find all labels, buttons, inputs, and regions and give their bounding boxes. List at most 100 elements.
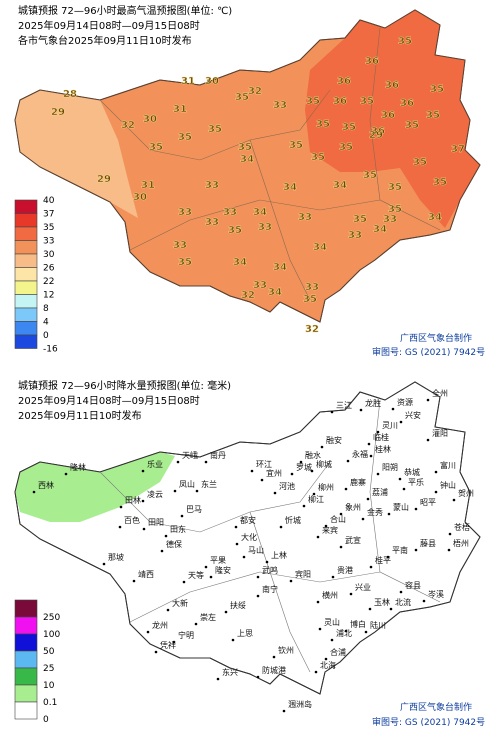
place-name: 鹿寨 <box>350 477 366 487</box>
legend-swatch <box>14 334 38 349</box>
city-dot <box>146 630 150 634</box>
place-name: 天峨 <box>182 450 198 460</box>
place-name: 武鸣 <box>262 565 278 575</box>
city-dot <box>265 560 269 564</box>
city-dot <box>361 517 365 521</box>
temperature-label: 35 <box>178 257 192 268</box>
place-name: 兴安 <box>405 410 421 420</box>
temperature-label: 35 <box>235 92 249 103</box>
place-name: 扶绥 <box>230 600 246 610</box>
temperature-label: 33 <box>258 222 272 233</box>
temperature-label: 35 <box>316 119 330 130</box>
place-name: 桂林 <box>375 444 391 454</box>
approval: 审图号: GS (2021) 7942号 <box>372 716 485 728</box>
temperature-label: 35 <box>289 140 303 151</box>
legend-swatch <box>14 633 38 652</box>
city-dot <box>302 504 306 508</box>
city-dot <box>320 445 324 449</box>
city-dot <box>399 420 403 424</box>
city-dot <box>166 608 170 612</box>
city-dot <box>344 629 348 633</box>
title: 城镇预报 72—96小时降水量预报图(单位: 毫米) <box>18 379 231 392</box>
issued: 各市气象台2025年09月11日10时发布 <box>18 34 192 47</box>
legend-label: 0.1 <box>43 698 57 708</box>
place-name: 大化 <box>241 532 257 542</box>
place-name: 兴业 <box>355 582 371 592</box>
temperature-label: 29 <box>51 107 65 118</box>
temperature-label: 32 <box>248 86 262 97</box>
temperature-label: 35 <box>303 294 317 305</box>
city-dot <box>256 594 260 598</box>
city-dot <box>376 430 380 434</box>
city-dot <box>132 579 136 583</box>
place-name: 三江 <box>336 401 352 410</box>
place-name: 富川 <box>440 460 456 470</box>
temperature-label: 34 <box>253 207 267 218</box>
city-dot <box>282 709 286 713</box>
place-name: 马山 <box>248 545 264 555</box>
temperature-label: 33 <box>348 230 362 241</box>
legend-label: 250 <box>43 613 60 623</box>
city-dot <box>359 408 363 412</box>
temperature-label: 35 <box>228 225 242 236</box>
place-name: 阳朔 <box>382 462 398 472</box>
legend-swatch <box>14 253 38 268</box>
place-name: 凤山 <box>179 479 195 489</box>
temperature-label: 34 <box>268 287 282 298</box>
temperature-label: 33 <box>253 280 267 291</box>
place-name: 西林 <box>38 480 54 490</box>
place-name: 昭平 <box>420 498 436 507</box>
temperature-label: 35 <box>149 142 163 153</box>
city-dot <box>389 607 393 611</box>
place-name: 桂平 <box>375 555 391 565</box>
city-dot <box>369 565 373 569</box>
city-dot <box>312 492 316 496</box>
hot-zone <box>305 10 480 228</box>
city-dot <box>426 398 430 402</box>
temperature-label: 34 <box>233 257 247 268</box>
city-dot <box>182 580 186 584</box>
city-dot <box>422 599 426 603</box>
legend-swatch <box>14 684 38 703</box>
city-dot <box>154 650 158 654</box>
city-dot <box>242 555 246 559</box>
approval: 审图号: GS (2021) 7942号 <box>372 346 485 358</box>
place-name: 钦州 <box>278 645 294 655</box>
legend-swatch <box>14 213 38 228</box>
city-dot <box>64 472 68 476</box>
legend-label: 4 <box>43 318 49 328</box>
temperature-label: 33 <box>223 207 237 218</box>
legend-swatch <box>14 226 38 241</box>
city-dot <box>339 512 343 516</box>
place-name: 平果 <box>210 556 226 565</box>
temperature-label: 36 <box>371 126 385 137</box>
temperature-label: 37 <box>451 144 465 155</box>
place-name: 临桂 <box>373 432 389 442</box>
temperature-label: 34 <box>428 212 442 223</box>
place-name: 象州 <box>345 502 361 512</box>
city-dot <box>367 442 371 446</box>
place-name: 钟山 <box>440 480 456 490</box>
city-dot <box>324 524 328 528</box>
city-dot <box>364 630 368 634</box>
temperature-label: 30 <box>205 76 219 87</box>
place-name: 北流 <box>395 597 411 607</box>
place-name: 河池 <box>279 481 295 491</box>
temperature-label: 35 <box>363 170 377 181</box>
legend-swatch <box>14 616 38 635</box>
temperature-label: 29 <box>97 174 111 185</box>
temperature-label: 30 <box>133 192 147 203</box>
city-dot <box>256 575 260 579</box>
place-name: 田阳 <box>148 518 164 527</box>
city-dot <box>324 657 328 661</box>
legend-swatch <box>14 280 38 295</box>
place-name: 那坡 <box>108 552 124 562</box>
temperature-label: 35 <box>311 152 325 163</box>
place-name: 凭祥 <box>160 640 176 650</box>
city-dot <box>310 469 314 473</box>
place-name: 宜州 <box>266 468 282 478</box>
place-name: 恭城 <box>404 468 420 477</box>
